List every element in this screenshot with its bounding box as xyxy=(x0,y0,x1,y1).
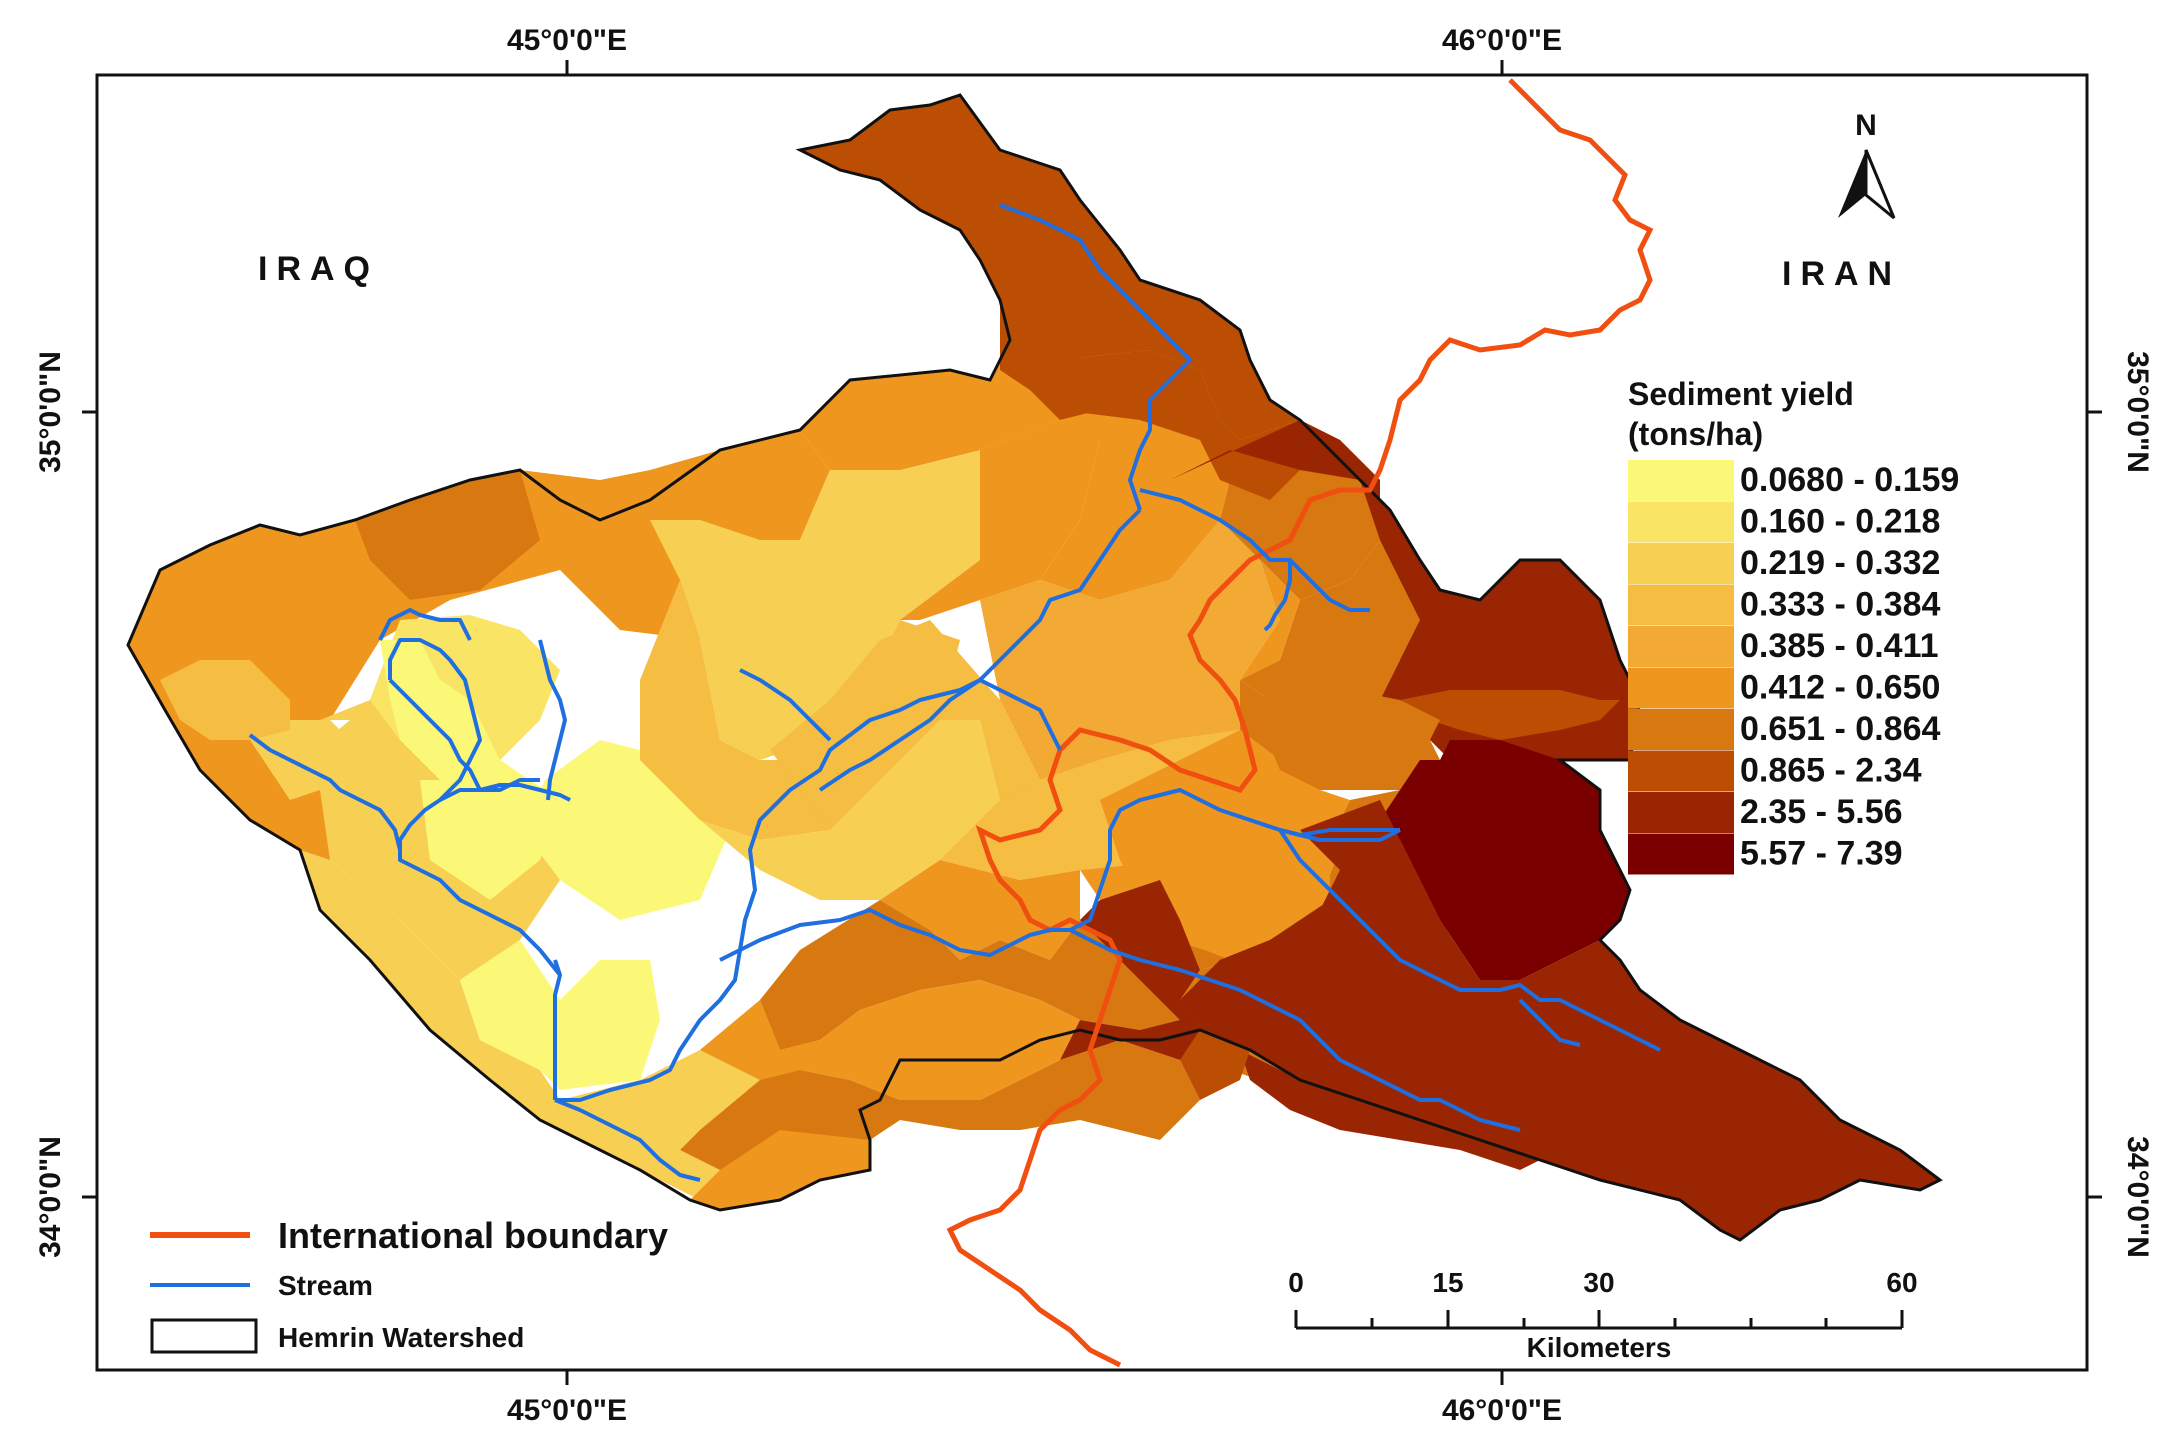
coord-left-34n: 34°0'0"N xyxy=(34,1136,67,1258)
legend-swatch-5 xyxy=(1628,667,1734,709)
coord-top-46e: 46°0'0"E xyxy=(1442,24,1562,57)
legend-label-4: 0.385 - 0.411 xyxy=(1740,627,1939,665)
legend-swatch-6 xyxy=(1628,709,1734,750)
legend-swatch-4 xyxy=(1628,626,1734,667)
coord-left-35n: 35°0'0"N xyxy=(34,351,67,473)
legend-label-7: 0.865 - 2.34 xyxy=(1740,752,1922,790)
coord-right-34n: 34°0'0"N xyxy=(2121,1136,2154,1258)
watershed-key-swatch xyxy=(150,1318,258,1354)
stream-key-label: Stream xyxy=(278,1270,373,1301)
scale-unit-label: Kilometers xyxy=(1527,1332,1672,1363)
boundary-key-label: International boundary xyxy=(278,1215,668,1256)
legend-swatch-9 xyxy=(1628,833,1734,875)
legend-label-8: 2.35 - 5.56 xyxy=(1740,793,1903,831)
coord-bottom-45e: 45°0'0"E xyxy=(507,1394,627,1427)
coord-right-35n: 35°0'0"N xyxy=(2121,351,2154,473)
legend-label-0: 0.0680 - 0.159 xyxy=(1740,461,1959,499)
map-frame xyxy=(95,73,2089,1372)
coord-top-45e: 45°0'0"E xyxy=(507,24,627,57)
legend-swatch-7 xyxy=(1628,750,1734,792)
scale-tick-30: 30 xyxy=(1583,1267,1614,1298)
country-label-iraq: IRAQ xyxy=(258,250,379,288)
legend-swatch-8 xyxy=(1628,792,1734,833)
scale-tick-15: 15 xyxy=(1432,1267,1463,1298)
legend-title-line2: (tons/ha) xyxy=(1628,416,1763,452)
legend-label-2: 0.219 - 0.332 xyxy=(1740,544,1940,582)
legend-swatch-0 xyxy=(1628,460,1734,501)
international-boundary xyxy=(946,78,1654,1368)
watershed-key-label: Hemrin Watershed xyxy=(278,1322,524,1353)
watershed-subbasins xyxy=(128,95,1940,1240)
legend-swatch-1 xyxy=(1628,501,1734,543)
scale-tick-60: 60 xyxy=(1886,1267,1917,1298)
stream-network xyxy=(248,203,1661,1182)
sediment-legend: Sediment yield (tons/ha) 0.0680 - 0.159 0… xyxy=(1628,376,1959,875)
legend-swatch-3 xyxy=(1628,584,1734,626)
legend-title-line1: Sediment yield xyxy=(1628,376,1854,412)
legend-label-6: 0.651 - 0.864 xyxy=(1740,710,1940,748)
legend-label-5: 0.412 - 0.650 xyxy=(1740,669,1940,707)
north-arrow-label: N xyxy=(1855,109,1877,142)
watershed-outline xyxy=(126,93,1943,1242)
legend-swatch-2 xyxy=(1628,543,1734,584)
map-key: International boundary Stream Hemrin Wat… xyxy=(150,1215,668,1354)
legend-label-1: 0.160 - 0.218 xyxy=(1740,503,1940,541)
country-label-iran: IRAN xyxy=(1782,255,1901,293)
legend-label-9: 5.57 - 7.39 xyxy=(1740,835,1903,873)
scale-bar: 0 15 30 60 Kilometers xyxy=(1288,1267,1917,1363)
north-arrow-icon: N xyxy=(1838,109,1896,220)
scale-tick-0: 0 xyxy=(1288,1267,1304,1298)
legend-label-3: 0.333 - 0.384 xyxy=(1740,586,1940,624)
coord-bottom-46e: 46°0'0"E xyxy=(1442,1394,1562,1427)
